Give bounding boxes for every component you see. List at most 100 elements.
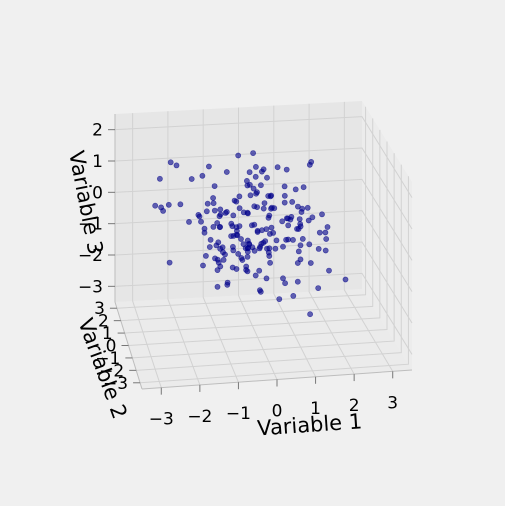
data-point <box>281 183 288 190</box>
data-point <box>272 245 279 252</box>
z-grid-line <box>114 272 413 355</box>
data-point <box>228 220 235 227</box>
data-point <box>243 263 250 270</box>
data-point <box>308 158 315 165</box>
y-grid-line <box>128 141 388 346</box>
y-tick-label: −1 <box>95 349 120 369</box>
z-tick-label: −2 <box>78 246 103 266</box>
data-point <box>292 186 299 193</box>
y-tick-label: 3 <box>94 299 105 319</box>
data-point <box>240 209 247 216</box>
data-point <box>322 247 329 254</box>
data-point <box>285 222 292 229</box>
data-point <box>283 236 289 243</box>
data-point <box>224 281 231 288</box>
data-point <box>252 173 259 180</box>
x-tick-label: 0 <box>272 402 283 422</box>
data-point <box>166 259 173 266</box>
data-point <box>280 243 286 250</box>
data-point <box>326 267 332 274</box>
data-point <box>173 162 180 169</box>
data-point <box>267 259 273 266</box>
data-point <box>268 192 275 199</box>
data-point <box>230 212 237 219</box>
z-grid-line <box>114 178 413 261</box>
data-point <box>201 225 208 232</box>
data-point <box>243 177 250 184</box>
data-points <box>152 150 349 318</box>
data-point <box>195 211 202 218</box>
data-point <box>223 169 230 175</box>
data-point <box>281 199 288 206</box>
axis-lines <box>108 114 413 395</box>
data-point <box>207 236 214 243</box>
z-tick-label: −1 <box>78 215 103 235</box>
data-point <box>260 205 267 212</box>
y-grid-line <box>120 118 374 322</box>
data-point <box>210 195 216 201</box>
data-point <box>296 216 303 222</box>
data-point <box>305 217 312 224</box>
data-point <box>287 216 294 223</box>
z-tick-label: 2 <box>92 121 103 141</box>
data-point <box>307 260 314 266</box>
data-point <box>177 201 184 208</box>
y-grid-line <box>140 176 409 384</box>
data-point <box>322 229 329 236</box>
data-point <box>217 223 223 230</box>
data-point <box>214 283 221 290</box>
data-point <box>281 192 288 199</box>
x-tick-label: 3 <box>387 393 398 413</box>
y-grid-line <box>132 153 395 359</box>
data-point <box>264 174 270 181</box>
data-point <box>246 169 253 176</box>
z-grid-line <box>114 116 413 198</box>
data-point <box>212 255 218 262</box>
x-grid-line <box>167 111 201 386</box>
data-point <box>210 200 217 207</box>
data-point <box>316 229 323 236</box>
data-point <box>211 207 218 214</box>
data-point <box>294 278 301 285</box>
data-point <box>210 223 217 230</box>
z-tick-label: 1 <box>92 152 103 172</box>
data-point <box>253 190 259 197</box>
data-point <box>250 150 256 156</box>
data-point <box>294 260 301 266</box>
data-point <box>309 214 316 221</box>
data-point <box>217 211 224 218</box>
data-point <box>324 224 331 230</box>
data-point <box>282 280 288 287</box>
data-point <box>261 200 268 206</box>
data-point <box>307 311 313 318</box>
data-point <box>206 244 213 250</box>
data-point <box>248 222 255 229</box>
x-grid-line <box>132 113 162 388</box>
data-point <box>188 176 195 182</box>
data-point <box>299 235 306 242</box>
data-point <box>167 159 174 166</box>
data-point <box>236 205 243 212</box>
data-point <box>228 233 234 239</box>
data-point <box>257 288 264 295</box>
x-grid-line <box>238 107 278 380</box>
data-point <box>200 262 206 269</box>
data-point <box>254 227 261 234</box>
data-point <box>323 236 330 242</box>
data-point <box>229 243 236 250</box>
data-point <box>233 227 240 234</box>
data-point <box>306 241 313 248</box>
y-tick-label: 2 <box>98 312 109 332</box>
data-point <box>256 267 263 274</box>
data-point <box>203 208 210 215</box>
data-point <box>223 208 230 215</box>
data-point <box>268 224 275 231</box>
data-point <box>260 166 267 173</box>
data-point <box>298 209 305 215</box>
z-tick-label: −3 <box>78 277 103 297</box>
x-tick-label: 2 <box>349 396 360 416</box>
data-point <box>246 241 253 248</box>
y-tick-label: 0 <box>106 337 117 357</box>
x-tick-label: −1 <box>226 404 251 424</box>
